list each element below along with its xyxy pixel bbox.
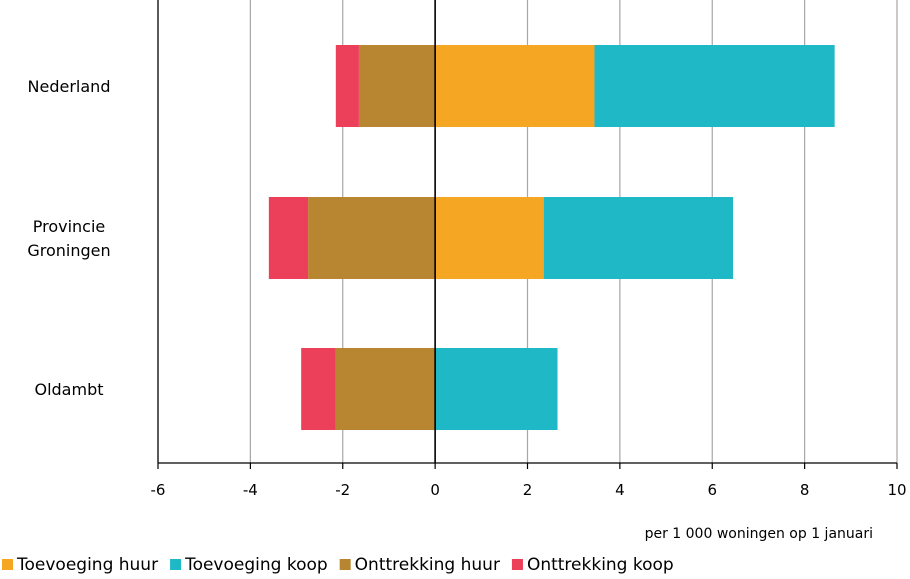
legend-swatch	[511, 559, 523, 570]
x-tick-label: -6	[151, 481, 166, 499]
bar-segment	[335, 348, 436, 430]
x-tick-label: 8	[800, 481, 810, 499]
category-labels: Nederland Provincie Groningen Oldambt	[27, 77, 110, 399]
x-tick-label: 0	[430, 481, 440, 499]
category-label: Nederland	[28, 77, 111, 96]
category-label: Oldambt	[34, 380, 103, 399]
x-tick-label: -2	[335, 481, 350, 499]
x-tick-labels: -6 -4 -2 0 2 4 6 8 10	[151, 481, 907, 499]
legend-label: Onttrekking huur	[355, 555, 500, 575]
bar-segment	[358, 45, 436, 127]
x-axis-label: per 1 000 woningen op 1 januari	[645, 526, 873, 542]
bar-segment	[435, 197, 544, 279]
legend-label: Toevoeging huur	[16, 555, 158, 575]
x-tick-label: 6	[707, 481, 717, 499]
legend-swatch	[170, 559, 182, 570]
category-label: Groningen	[27, 241, 110, 260]
bar-segment	[268, 197, 309, 279]
x-tick-label: 2	[523, 481, 533, 499]
bar-segment	[594, 45, 835, 127]
legend-swatch	[2, 559, 13, 570]
x-tick-label: -4	[243, 481, 258, 499]
legend-label: Toevoeging koop	[184, 555, 328, 575]
bar-segment	[435, 45, 595, 127]
x-tick-label: 10	[887, 481, 906, 499]
bar-segment	[543, 197, 734, 279]
bar-segment	[335, 45, 359, 127]
bars	[268, 45, 835, 430]
bar-segment	[308, 197, 436, 279]
category-label: Provincie	[33, 217, 106, 236]
x-tick-label: 4	[615, 481, 625, 499]
bar-segment	[301, 348, 336, 430]
legend-swatch	[339, 559, 351, 570]
legend: Toevoeging huur Toevoeging koop Onttrekkin…	[2, 555, 674, 575]
bar-segment	[435, 348, 558, 430]
axes	[157, 0, 898, 469]
legend-label: Onttrekking koop	[527, 555, 674, 575]
